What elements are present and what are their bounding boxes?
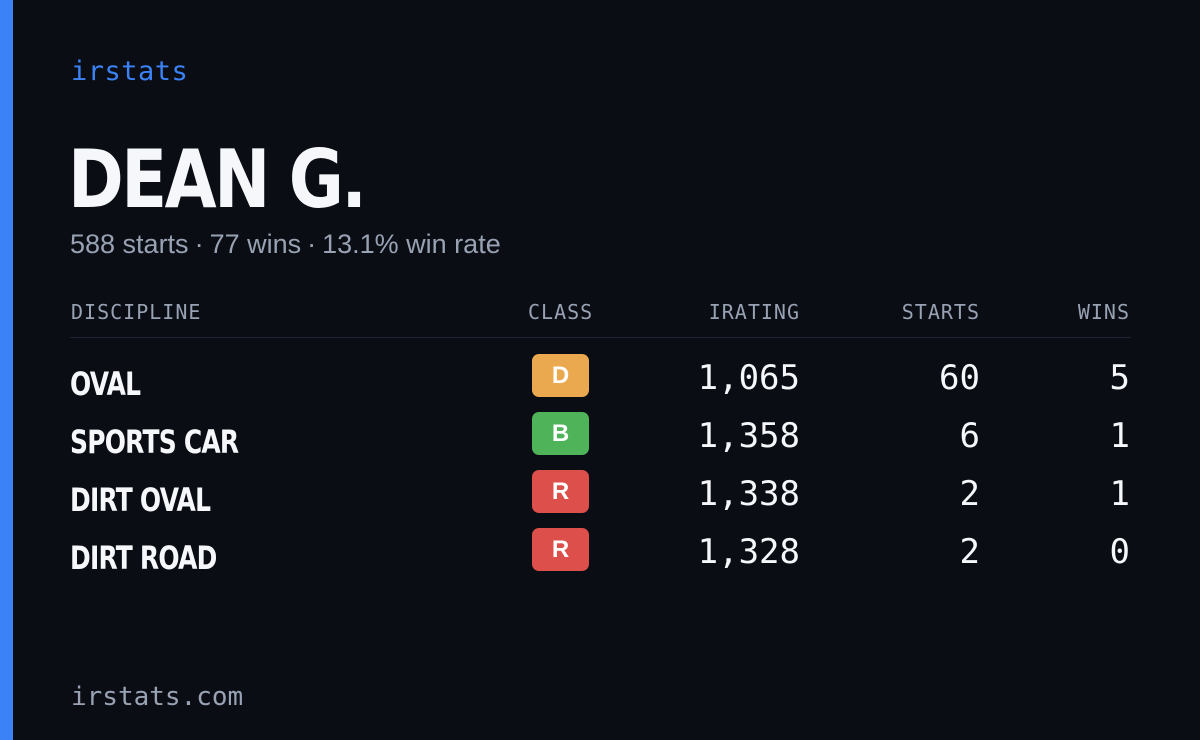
driver-summary: 588 starts · 77 wins · 13.1% win rate [70, 229, 501, 260]
discipline-name: DIRT ROAD [70, 539, 217, 577]
table-body: OVAL D 1,065 60 5 SPORTS CAR B 1,358 6 1… [70, 338, 1131, 586]
class-badge: D [532, 354, 589, 397]
irating-value: 1,065 [697, 358, 800, 398]
starts-value: 6 [959, 416, 980, 456]
brand-logo-text: irstats [71, 56, 189, 87]
starts-value: 60 [939, 358, 980, 398]
class-badge: R [532, 470, 589, 513]
summary-win-rate: 13.1% win rate [322, 229, 501, 259]
table-row: DIRT ROAD R 1,328 2 0 [70, 528, 1131, 586]
irating-value: 1,338 [697, 474, 800, 514]
header-irating: IRATING [708, 300, 800, 324]
irating-value: 1,358 [697, 416, 800, 456]
table-header: DISCIPLINE CLASS IRATING STARTS WINS [70, 296, 1131, 338]
header-discipline: DISCIPLINE [71, 300, 202, 324]
class-badge: B [532, 412, 589, 455]
wins-value: 1 [1109, 416, 1130, 456]
discipline-stats-table: DISCIPLINE CLASS IRATING STARTS WINS OVA… [70, 296, 1131, 586]
accent-bar [0, 0, 13, 740]
driver-name: DEAN G. [68, 133, 367, 226]
irating-value: 1,328 [697, 532, 800, 572]
header-starts: STARTS [901, 300, 980, 324]
wins-value: 5 [1109, 358, 1130, 398]
starts-value: 2 [959, 474, 980, 514]
summary-separator: · [307, 229, 317, 259]
starts-value: 2 [959, 532, 980, 572]
table-row: OVAL D 1,065 60 5 [70, 354, 1131, 412]
summary-separator: · [194, 229, 204, 259]
discipline-name: SPORTS CAR [70, 423, 239, 461]
discipline-name: OVAL [70, 365, 141, 403]
discipline-name: DIRT OVAL [70, 481, 211, 519]
wins-value: 1 [1109, 474, 1130, 514]
footer-domain: irstats.com [71, 682, 244, 712]
summary-wins: 77 wins [209, 229, 302, 259]
table-row: DIRT OVAL R 1,338 2 1 [70, 470, 1131, 528]
table-row: SPORTS CAR B 1,358 6 1 [70, 412, 1131, 470]
class-badge: R [532, 528, 589, 571]
header-wins: WINS [1077, 300, 1130, 324]
summary-starts: 588 starts [70, 229, 189, 259]
wins-value: 0 [1109, 532, 1130, 572]
header-class: CLASS [528, 300, 594, 324]
